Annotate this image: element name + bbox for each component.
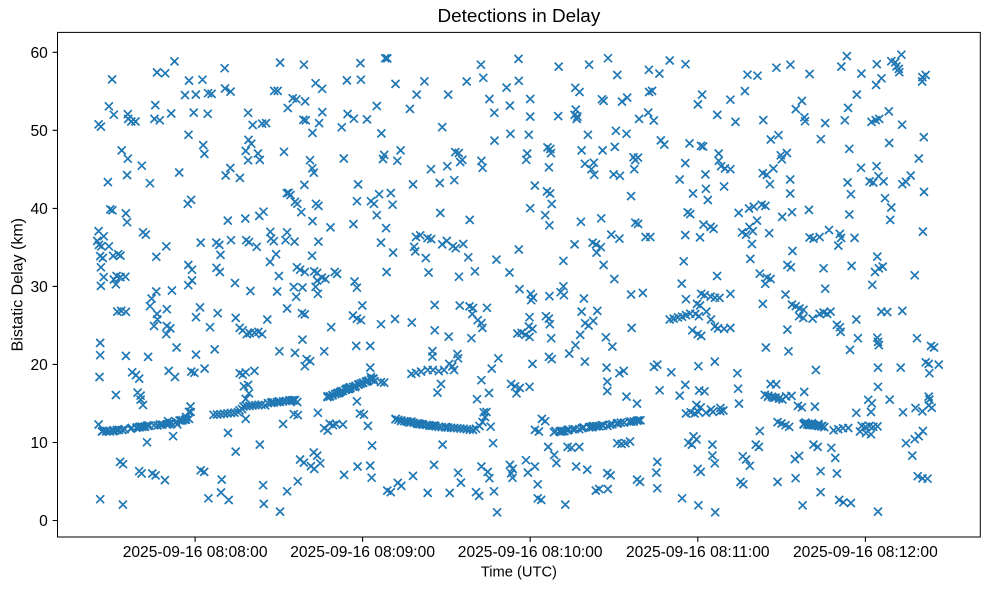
svg-text:2025-09-16 08:10:00: 2025-09-16 08:10:00 bbox=[458, 544, 603, 561]
svg-text:Time (UTC): Time (UTC) bbox=[481, 565, 557, 581]
svg-text:2025-09-16 08:12:00: 2025-09-16 08:12:00 bbox=[793, 544, 938, 561]
svg-text:10: 10 bbox=[30, 435, 48, 452]
svg-text:Detections in Delay: Detections in Delay bbox=[438, 6, 601, 27]
svg-text:20: 20 bbox=[30, 357, 48, 374]
svg-text:30: 30 bbox=[30, 279, 48, 296]
svg-text:2025-09-16 08:11:00: 2025-09-16 08:11:00 bbox=[626, 544, 770, 561]
svg-text:2025-09-16 08:09:00: 2025-09-16 08:09:00 bbox=[290, 544, 435, 561]
svg-text:40: 40 bbox=[30, 201, 48, 218]
svg-text:Bistatic Delay (km): Bistatic Delay (km) bbox=[10, 218, 27, 351]
svg-text:50: 50 bbox=[30, 123, 48, 140]
svg-text:60: 60 bbox=[30, 45, 48, 62]
svg-text:0: 0 bbox=[39, 513, 48, 530]
svg-text:2025-09-16 08:08:00: 2025-09-16 08:08:00 bbox=[123, 544, 268, 561]
